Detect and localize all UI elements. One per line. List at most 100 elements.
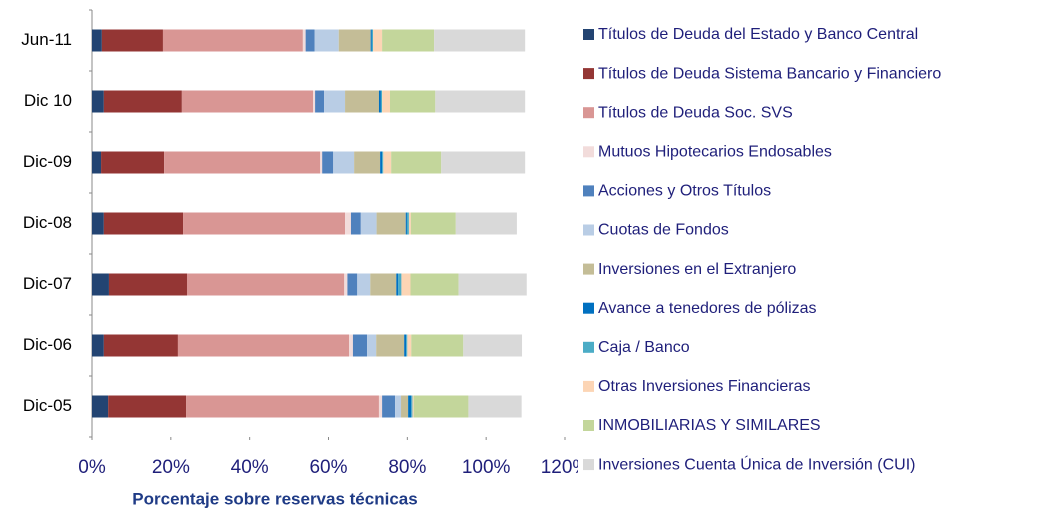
bar-segment: [383, 151, 392, 174]
bar-segment: [396, 273, 399, 296]
bar-segment: [382, 151, 384, 174]
legend-swatch: [583, 146, 594, 158]
bar-segment: [103, 334, 178, 357]
bar-segment: [407, 334, 412, 357]
bar-segment: [315, 90, 325, 113]
bar-segment: [357, 273, 371, 296]
legend-swatch: [583, 459, 594, 471]
bar-segment: [92, 29, 102, 52]
bar-segment: [103, 90, 182, 113]
bar-segment: [398, 273, 402, 296]
legend-swatch: [583, 29, 594, 40]
y-tick-label: Dic-07: [23, 274, 72, 293]
bar-segment: [413, 395, 469, 418]
bar-segment: [370, 29, 372, 52]
legend-label: Mutuos Hipotecarios Endosables: [598, 144, 832, 161]
bar-segment: [313, 90, 316, 113]
y-tick-label: Dic-09: [23, 152, 72, 171]
bar-segment: [92, 212, 104, 235]
bar-segment: [360, 212, 377, 235]
legend-swatch: [583, 380, 594, 392]
y-tick-label: Dic-08: [23, 213, 72, 232]
bar-segment: [183, 212, 346, 235]
legend-label: Otras Inversiones Financieras: [598, 378, 811, 395]
bar-segment: [103, 212, 184, 235]
bar-segment: [162, 29, 303, 52]
x-tick-label: 0%: [78, 457, 106, 478]
bar-segment: [382, 29, 435, 52]
bar-segment: [412, 395, 414, 418]
bar-segment: [350, 212, 361, 235]
bar-segment: [410, 273, 459, 296]
bar-segment: [389, 90, 436, 113]
bar-segment: [441, 151, 526, 174]
legend-swatch: [583, 263, 594, 275]
bar-segment: [345, 90, 379, 113]
legend-swatch: [583, 224, 594, 236]
x-axis-label: Porcentaje sobre reservas técnicas: [132, 489, 417, 508]
bar-segment: [458, 273, 527, 296]
legend-label: Títulos de Deuda Soc. SVS: [598, 104, 793, 121]
bar-segment: [408, 212, 411, 235]
x-tick-label: 120%: [541, 457, 590, 478]
bar-segment: [410, 212, 456, 235]
bar-segment: [370, 273, 397, 296]
bar-segment: [380, 90, 383, 113]
bar-segment: [302, 29, 306, 52]
legend-label: Títulos de Deuda Sistema Bancario y Fina…: [598, 65, 941, 82]
bar-segment: [434, 29, 526, 52]
bar-segment: [186, 273, 345, 296]
legend-label: Inversiones Cuenta Única de Inversión (C…: [598, 454, 915, 473]
bar-segment: [373, 29, 383, 52]
legend-swatch: [583, 107, 594, 119]
bar-segment: [320, 151, 323, 174]
bar-segment: [177, 334, 349, 357]
bar-segment: [371, 29, 374, 52]
legend-label: Inversiones en el Extranjero: [598, 261, 796, 278]
bar-segment: [101, 151, 165, 174]
bar-segment: [305, 29, 315, 52]
bar-segment: [101, 29, 163, 52]
bar-segment: [376, 212, 406, 235]
bar-segment: [322, 151, 334, 174]
bar-segment: [186, 395, 379, 418]
bar-segment: [345, 212, 351, 235]
bar-segment: [405, 212, 407, 235]
legend-swatch: [583, 341, 594, 353]
bar-segment: [376, 334, 405, 357]
bar-segment: [164, 151, 321, 174]
x-tick-label: 100%: [462, 457, 511, 478]
y-tick-label: Dic-06: [23, 335, 72, 354]
bar-segment: [92, 395, 109, 418]
bar-segment: [406, 212, 409, 235]
y-tick-label: Dic-05: [23, 396, 72, 415]
x-tick-label: 60%: [309, 457, 347, 478]
bar-segment: [347, 273, 358, 296]
bar-segment: [401, 273, 411, 296]
bar-segment: [435, 90, 526, 113]
bar-segment: [463, 334, 523, 357]
y-tick-label: Dic 10: [24, 91, 72, 110]
legend-swatch: [583, 68, 594, 80]
legend-swatch: [583, 185, 594, 197]
x-tick-label: 80%: [388, 457, 426, 478]
bar-segment: [354, 151, 381, 174]
bar-segment: [395, 395, 402, 418]
legend-swatch: [583, 302, 594, 314]
bar-segment: [108, 395, 187, 418]
bar-segment: [468, 395, 522, 418]
bar-segment: [411, 395, 413, 418]
legend-swatch: [583, 420, 594, 431]
bar-segment: [92, 90, 104, 113]
bar-segment: [382, 395, 396, 418]
x-tick-label: 40%: [231, 457, 269, 478]
bar-segment: [314, 29, 339, 52]
bar-segment: [344, 273, 348, 296]
bar-segment: [338, 29, 371, 52]
bar-segment: [404, 334, 407, 357]
legend-label: Acciones y Otros Títulos: [598, 183, 771, 200]
bar-segment: [324, 90, 346, 113]
bar-segment: [92, 334, 104, 357]
bar-segment: [378, 90, 381, 113]
